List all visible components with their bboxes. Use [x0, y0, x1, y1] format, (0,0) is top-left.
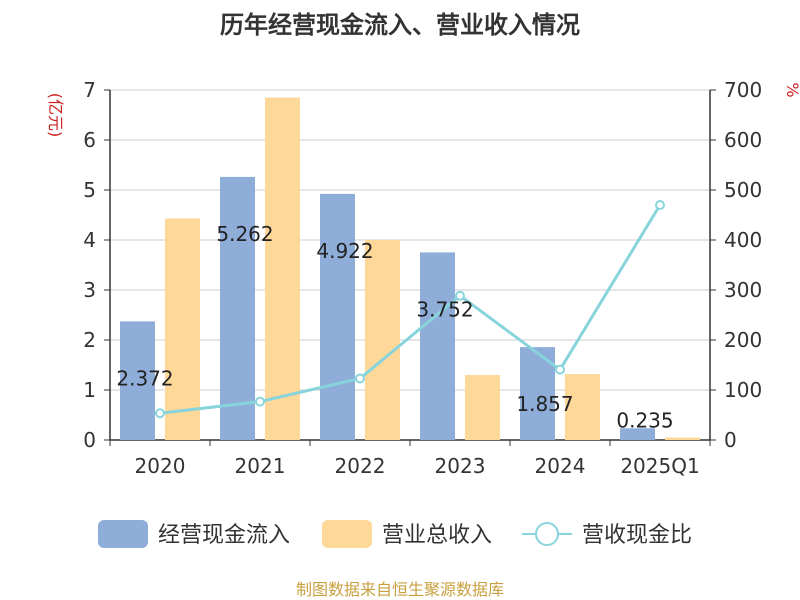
- cash-inflow-data-label: 4.922: [316, 239, 373, 263]
- axes: 0 1 2 3 4 5 6 7 0 100 200 300 400 500 600 700 2020 2021 20…: [83, 78, 762, 478]
- ratio-point: [655, 200, 665, 210]
- right-tick-label: 300: [724, 278, 762, 302]
- right-tick-label: 400: [724, 228, 762, 252]
- left-tick-label: 4: [83, 228, 96, 252]
- cash-inflow-bar: [420, 252, 455, 440]
- x-tick-label: 2023: [435, 454, 486, 478]
- grid: [110, 89, 710, 391]
- ratio-line: [155, 200, 665, 419]
- bars: [120, 97, 700, 440]
- legend-swatch-revenue: [322, 520, 372, 548]
- legend-item[interactable]: 营收现金比: [522, 522, 692, 548]
- right-tick-label: 600: [724, 128, 762, 152]
- cash-inflow-bar: [220, 176, 255, 440]
- cash-inflow-bar: [320, 193, 355, 440]
- revenue-bar: [665, 437, 700, 440]
- cash-inflow-data-label: 1.857: [516, 392, 573, 416]
- right-tick-label: 700: [724, 78, 762, 102]
- x-tick-label: 2021: [235, 454, 286, 478]
- legend[interactable]: 经营现金流入 营业总收入 营收现金比: [98, 520, 692, 548]
- legend-item[interactable]: 经营现金流入: [98, 520, 290, 548]
- chart-title: 历年经营现金流入、营业收入情况: [220, 11, 580, 39]
- left-tick-label: 6: [83, 128, 96, 152]
- right-axis-unit: %: [783, 82, 800, 97]
- legend-marker: [535, 522, 559, 546]
- x-tick-label: 2025Q1: [620, 454, 699, 478]
- cash-inflow-data-label: 0.235: [616, 408, 673, 432]
- left-tick-label: 1: [83, 378, 96, 402]
- revenue-bar: [565, 374, 600, 440]
- cash-inflow-bar: [620, 428, 655, 440]
- cash-inflow-data-label: 5.262: [216, 222, 273, 246]
- revenue-bar: [365, 240, 400, 440]
- left-tick-label: 7: [83, 78, 96, 102]
- legend-swatch-cash-inflow: [98, 520, 148, 548]
- ratio-point: [155, 408, 165, 419]
- x-tick-label: 2024: [535, 454, 586, 478]
- legend-label: 营收现金比: [582, 523, 692, 548]
- source-note: 制图数据来自恒生聚源数据库: [296, 580, 504, 599]
- left-tick-label: 5: [83, 178, 96, 202]
- revenue-bar: [465, 375, 500, 440]
- right-tick-label: 100: [724, 378, 762, 402]
- x-tick-label: 2022: [335, 454, 386, 478]
- x-tick-label: 2020: [135, 454, 186, 478]
- right-tick-label: 200: [724, 328, 762, 352]
- revenue-bar: [165, 218, 200, 440]
- left-tick-label: 0: [83, 428, 96, 452]
- ratio-point: [455, 290, 465, 301]
- ratio-point: [355, 373, 365, 384]
- ratio-point: [555, 364, 565, 375]
- data-labels: 2.372 5.262 4.922 3.752 1.857 0.235: [116, 222, 673, 432]
- cash-inflow-bar: [120, 321, 155, 440]
- cash-inflow-data-label: 3.752: [416, 297, 473, 321]
- revenue-bar: [265, 97, 300, 440]
- left-tick-label: 2: [83, 328, 96, 352]
- ratio-point: [255, 396, 265, 407]
- right-tick-label: 0: [724, 428, 737, 452]
- legend-item[interactable]: 营业总收入: [322, 520, 492, 548]
- left-tick-label: 3: [83, 278, 96, 302]
- legend-label: 营业总收入: [382, 523, 492, 548]
- ratio-line-path: [159, 204, 662, 415]
- left-axis-unit: (亿元): [46, 93, 65, 138]
- cash-inflow-data-label: 2.372: [116, 366, 173, 390]
- right-tick-label: 500: [724, 178, 762, 202]
- legend-label: 经营现金流入: [158, 523, 290, 548]
